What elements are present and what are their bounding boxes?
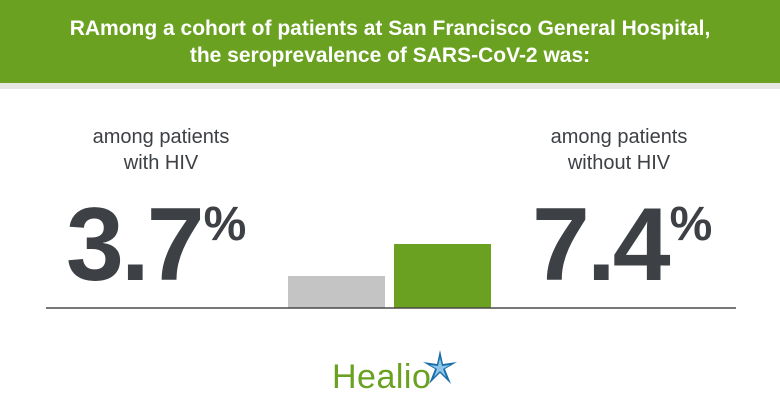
bar-with-hiv (288, 276, 385, 308)
with-hiv-label: among patients with HIV (56, 124, 266, 176)
brand-name: Healio (332, 358, 432, 396)
with-hiv-value: 3.7% (66, 193, 246, 297)
header-banner: RAmong a cohort of patients at San Franc… (0, 0, 780, 83)
healio-logo: Healio (332, 350, 457, 396)
with-hiv-number: 3.7 (66, 187, 205, 303)
with-hiv-label-line-2: with HIV (123, 152, 199, 174)
header-line-2: the seroprevalence of SARS-CoV-2 was: (189, 43, 591, 67)
banner-shadow (0, 83, 780, 89)
with-hiv-label-line-1: among patients (92, 126, 230, 148)
without-hiv-number: 7.4 (532, 187, 671, 303)
bar-without-hiv (394, 244, 491, 308)
without-hiv-percent-sign: % (669, 198, 713, 251)
without-hiv-value: 7.4% (532, 193, 712, 297)
without-hiv-label-line-1: among patients (550, 126, 688, 148)
star-logo-icon (423, 350, 457, 384)
without-hiv-label-line-2: without HIV (567, 152, 671, 174)
header-line-1: RAmong a cohort of patients at San Franc… (69, 16, 711, 40)
with-hiv-percent-sign: % (203, 198, 247, 251)
without-hiv-label: among patients without HIV (514, 124, 724, 176)
